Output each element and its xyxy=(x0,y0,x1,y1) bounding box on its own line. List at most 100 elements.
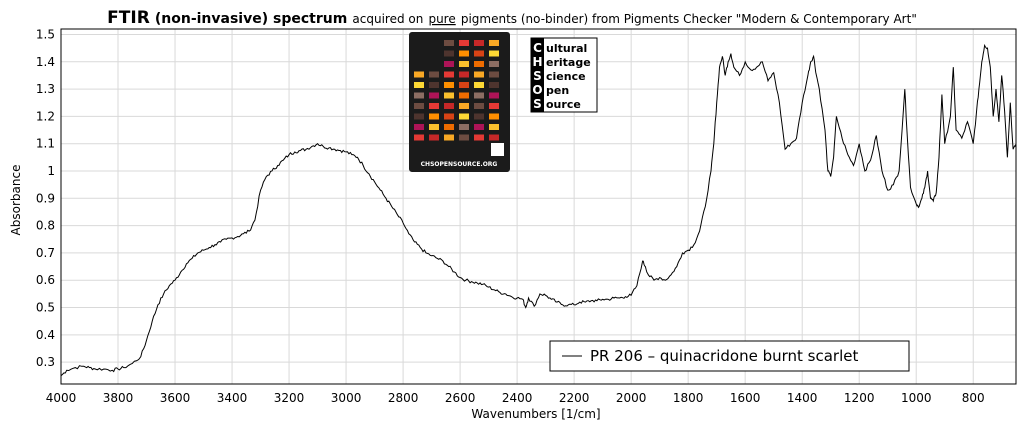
x-tick-label: 3000 xyxy=(331,391,362,405)
pigment-swatch xyxy=(459,113,469,120)
pigment-swatch xyxy=(414,103,424,109)
pigment-swatch xyxy=(444,40,454,46)
y-tick-label: 0.9 xyxy=(36,191,55,205)
pigment-swatch xyxy=(474,113,484,120)
y-tick-label: 1.2 xyxy=(36,109,55,123)
pigment-swatch xyxy=(444,124,454,130)
pigment-swatch xyxy=(459,103,469,109)
pigment-swatch xyxy=(444,92,454,99)
pigment-swatch xyxy=(414,113,424,120)
title-underlined: pure xyxy=(428,12,455,26)
pigment-swatch xyxy=(489,124,499,130)
y-tick-label: 0.5 xyxy=(36,301,55,315)
x-tick-label: 3600 xyxy=(160,391,191,405)
pigment-swatch xyxy=(429,113,439,120)
logo-letter: S xyxy=(533,69,542,83)
x-tick-label: 800 xyxy=(962,391,985,405)
pigment-swatch xyxy=(414,82,424,88)
logo-word: eritage xyxy=(546,56,591,69)
pigment-swatch xyxy=(489,40,499,46)
legend-entry-pr206: PR 206 – quinacridone burnt scarlet xyxy=(590,347,858,365)
title-bold-paren: (non-invasive) spectrum xyxy=(155,11,347,27)
pigment-swatch xyxy=(474,124,484,130)
y-tick-label: 1.4 xyxy=(36,55,55,69)
chart-title: FTIR (non-invasive) spectrum acquired on… xyxy=(107,8,917,28)
logo-letter: S xyxy=(533,97,542,111)
logo-letter: H xyxy=(532,55,542,69)
x-tick-label: 1200 xyxy=(844,391,875,405)
logo-word: cience xyxy=(546,70,586,83)
pigment-swatch xyxy=(459,92,469,99)
pigment-swatch xyxy=(459,61,469,67)
pigment-swatch xyxy=(459,134,469,141)
x-tick-label: 2800 xyxy=(388,391,419,405)
title-rest-a: acquired on xyxy=(352,12,423,26)
pigment-swatch xyxy=(474,82,484,88)
pigment-swatch xyxy=(429,134,439,141)
pigment-swatch xyxy=(429,82,439,88)
logo-letter: C xyxy=(533,41,542,55)
pigment-swatch xyxy=(474,50,484,57)
pigment-swatch xyxy=(459,50,469,57)
pigment-swatch xyxy=(474,92,484,99)
pigment-swatch xyxy=(444,71,454,78)
pigment-swatch xyxy=(489,113,499,120)
pigment-swatch xyxy=(474,103,484,109)
pigment-swatch xyxy=(444,103,454,109)
y-tick-label: 0.7 xyxy=(36,246,55,260)
title-rest-b: pigments (no-binder) from Pigments Check… xyxy=(461,12,917,26)
y-axis-label: Absorbance xyxy=(9,165,23,236)
x-tick-label: 1000 xyxy=(901,391,932,405)
logo-letter: O xyxy=(532,83,542,97)
y-tick-label: 0.3 xyxy=(36,355,55,369)
x-tick-label: 2400 xyxy=(502,391,533,405)
x-tick-label: 1800 xyxy=(673,391,704,405)
grid xyxy=(60,29,1016,384)
pigment-swatch xyxy=(489,82,499,88)
series-line-pr206 xyxy=(60,43,1017,377)
pigment-swatch xyxy=(444,82,454,88)
pigment-swatch xyxy=(489,134,499,141)
pigment-swatch xyxy=(459,71,469,78)
logo-word: ultural xyxy=(546,42,587,55)
pigment-swatch xyxy=(444,61,454,67)
x-tick-label: 4000 xyxy=(46,391,77,405)
pigment-swatch xyxy=(489,71,499,78)
pigment-swatch xyxy=(414,134,424,141)
x-tick-label: 2200 xyxy=(559,391,590,405)
x-tick-label: 1600 xyxy=(730,391,761,405)
pigment-swatch xyxy=(414,124,424,130)
pigment-swatch xyxy=(429,124,439,130)
tick-labels: 4000 3800 3600 3400 3200 3000 2800 2600 2400 2200… xyxy=(36,27,985,405)
pigment-swatch xyxy=(414,71,424,78)
legend: PR 206 – quinacridone burnt scarlet xyxy=(549,340,910,372)
logo-word: ource xyxy=(546,98,581,111)
y-tick-label: 0.8 xyxy=(36,219,55,233)
pigments-checker-image: CHSOPENSOURCE.ORG xyxy=(409,32,510,172)
checker-caption: CHSOPENSOURCE.ORG xyxy=(421,161,498,168)
pigment-swatch xyxy=(489,50,499,57)
logo-word: pen xyxy=(546,84,569,97)
pigment-swatch xyxy=(459,124,469,130)
pigment-swatch xyxy=(474,61,484,67)
pigment-swatch xyxy=(459,40,469,46)
pigment-swatch xyxy=(474,71,484,78)
y-tick-label: 1.5 xyxy=(36,27,55,41)
y-tick-label: 0.4 xyxy=(36,328,55,342)
x-tick-label: 2600 xyxy=(445,391,476,405)
plot-area-frame xyxy=(60,28,1017,385)
pigment-swatch xyxy=(414,92,424,99)
pigment-swatch xyxy=(489,92,499,99)
pigment-swatch xyxy=(459,82,469,88)
pigment-swatch xyxy=(444,134,454,141)
y-tick-label: 1.1 xyxy=(36,137,55,151)
x-tick-label: 1400 xyxy=(787,391,818,405)
pigment-swatch xyxy=(429,71,439,78)
y-tick-label: 0.6 xyxy=(36,273,55,287)
pigment-swatch xyxy=(444,113,454,120)
title-bold: FTIR xyxy=(107,8,150,28)
pigment-swatch xyxy=(489,103,499,109)
x-tick-label: 3200 xyxy=(274,391,305,405)
